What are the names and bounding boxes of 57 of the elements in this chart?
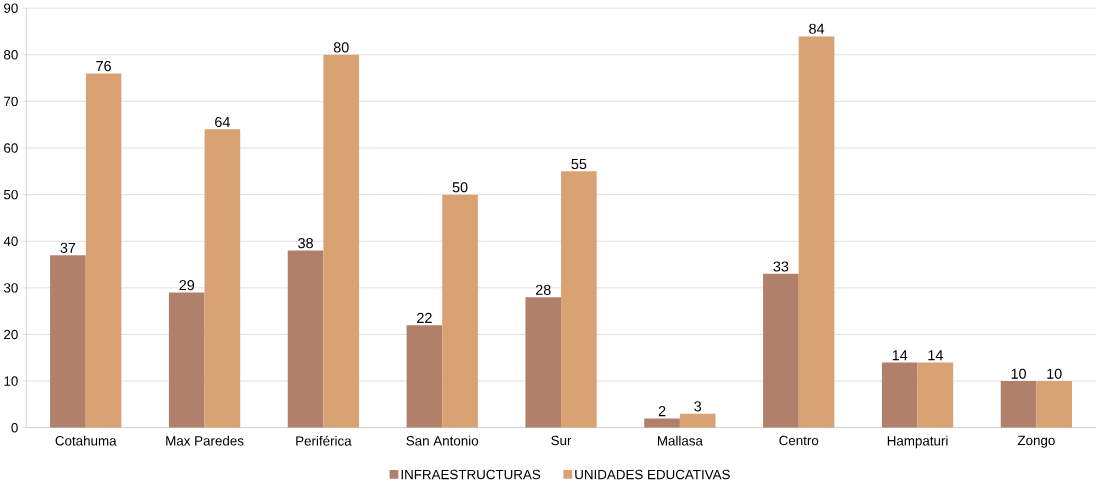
bar: [798, 36, 835, 428]
y-tick-label: 30: [3, 283, 18, 293]
data-label: 84: [809, 23, 825, 34]
data-label: 50: [452, 182, 468, 193]
y-tick-label: 70: [4, 96, 18, 107]
bar: [50, 255, 86, 428]
data-label: 22: [417, 312, 432, 323]
bar: [881, 362, 918, 428]
bar: [917, 362, 954, 428]
x-tick-label: Cotahuma: [55, 435, 117, 446]
data-label: 55: [571, 159, 587, 170]
y-tick-label: 50: [3, 190, 18, 200]
x-tick-label: Hampaturi: [887, 435, 948, 449]
x-tick-label: Max Paredes: [166, 435, 244, 446]
data-label: 37: [60, 242, 76, 254]
data-label: 3: [694, 401, 702, 412]
data-label: 28: [535, 284, 551, 296]
y-tick-label: 40: [3, 236, 18, 247]
bar: [679, 413, 716, 428]
y-tick-label: 80: [4, 50, 18, 60]
data-label: 29: [179, 280, 195, 291]
bar: [323, 54, 360, 428]
data-label: 10: [1047, 368, 1062, 379]
y-tick-label: 90: [4, 3, 18, 13]
data-label: 76: [96, 61, 111, 72]
bar: [406, 325, 443, 428]
data-label: 38: [298, 238, 313, 249]
bar: [85, 73, 122, 428]
data-label: 14: [892, 350, 908, 361]
bar: [442, 194, 478, 428]
data-label: 80: [333, 42, 349, 53]
x-tick-label: San Antonio: [406, 435, 479, 446]
data-label: 33: [773, 261, 789, 272]
legend-label: INFRAESTRUCTURAS: [401, 469, 541, 480]
data-label: 10: [1011, 368, 1027, 379]
bar: [763, 273, 799, 428]
y-tick-label: 0: [11, 423, 18, 433]
bar: [287, 250, 324, 428]
data-label: 14: [928, 350, 943, 361]
x-tick-label: Zongo: [1017, 435, 1055, 448]
bar: [561, 171, 597, 428]
y-tick-label: 60: [4, 143, 18, 153]
bar: [1036, 381, 1073, 428]
bar: [1000, 381, 1037, 428]
bar: [168, 292, 205, 428]
x-tick-label: Mallasa: [657, 435, 703, 446]
legend-label: UNIDADES EDUCATIVAS: [575, 469, 730, 480]
bar: [644, 418, 680, 428]
x-tick-label: Centro: [779, 435, 819, 446]
data-label: 64: [215, 117, 230, 128]
data-label: 2: [658, 406, 666, 417]
bar: [204, 129, 241, 428]
y-tick-label: 10: [4, 376, 18, 386]
bar: [525, 297, 562, 428]
x-tick-label: Sur: [551, 435, 572, 446]
x-tick-label: Periférica: [296, 435, 352, 446]
y-tick-label: 20: [4, 329, 18, 340]
